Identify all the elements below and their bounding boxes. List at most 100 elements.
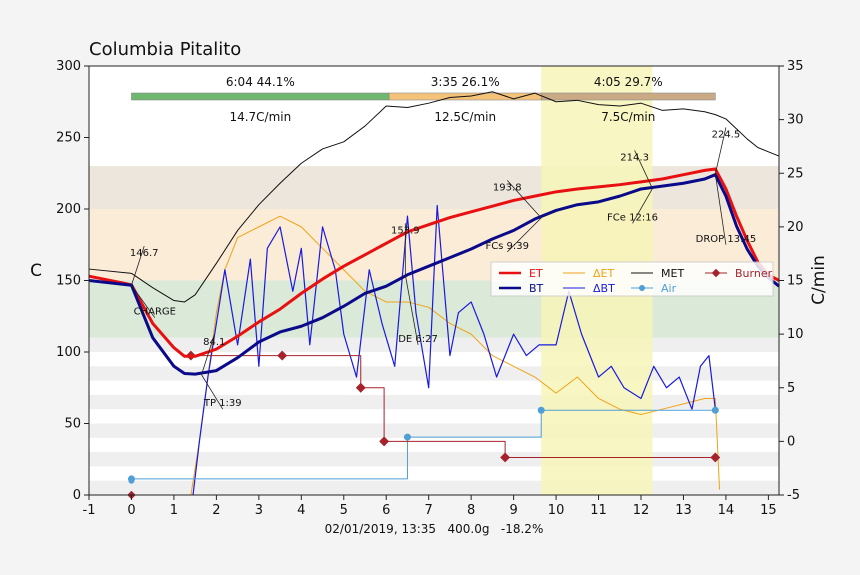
legend-label: ΔET (593, 267, 614, 280)
legend-label: Burner (735, 267, 773, 280)
annotation-label: FCe 12:16 (607, 212, 658, 223)
phase-label-development: 4:05 29.7% (594, 75, 663, 89)
annotation-leader (506, 217, 542, 253)
chart-title: Columbia Pitalito (89, 39, 241, 60)
y2-tick-label: 10 (787, 327, 804, 342)
phase-rate-development: 7.5C/min (601, 110, 655, 124)
burner-marker (355, 382, 366, 393)
x-tick-label: 6 (382, 503, 390, 518)
air-marker (403, 433, 411, 441)
annotation-label: 153.9 (391, 225, 420, 236)
series-delta-et-line (190, 215, 721, 496)
annotation-leader (506, 180, 542, 219)
legend: ET ΔET MET Burner BT ΔBT Air (490, 261, 774, 297)
legend-label: BT (529, 282, 544, 295)
y2-tick-label: 20 (787, 220, 804, 235)
legend-label: Air (661, 282, 677, 295)
x-tick-label: 11 (590, 503, 607, 518)
y-tick-label: 0 (73, 488, 81, 503)
band-band-top (89, 166, 779, 209)
x-tick-label: 8 (467, 503, 475, 518)
y2-tick-label: -5 (787, 488, 800, 503)
series-et-line (88, 167, 780, 358)
legend-label: MET (661, 267, 684, 280)
annotation-label: 193.8 (493, 182, 522, 193)
annotation-label: 224.5 (712, 129, 741, 140)
x-tick-label: 4 (297, 503, 305, 518)
burner-marker (710, 452, 721, 463)
annotation-label: TP 1:39 (203, 398, 242, 409)
series-delta-bt-line (192, 204, 716, 496)
y2-tick-label: 25 (787, 166, 804, 181)
y2-tick-label: 35 (787, 59, 804, 74)
phase-rate-maillard: 12.5C/min (434, 110, 496, 124)
legend-air-marker (639, 285, 645, 291)
annotation-leader (404, 274, 419, 345)
annotation-leader (632, 188, 653, 224)
annotation-leader (201, 334, 215, 375)
x-tick-label: 10 (548, 503, 565, 518)
legend-label: ET (529, 267, 543, 280)
annotation-label: 84.1 (203, 337, 225, 348)
air-marker (537, 406, 545, 414)
y-tick-label: 50 (64, 417, 81, 432)
x-tick-label: 0 (127, 503, 135, 518)
legend-label: ΔBT (593, 282, 615, 295)
annotation-leader (131, 284, 156, 318)
burner-marker (379, 436, 390, 447)
y2-tick-label: 15 (787, 274, 804, 289)
legend-burner-marker (711, 268, 721, 278)
x-tick-label: -1 (83, 503, 96, 518)
annotation-label: FCs 9:39 (485, 241, 529, 252)
y2-tick-label: 5 (787, 381, 795, 396)
x-tick-label: 13 (675, 503, 692, 518)
phase-bar-development (540, 92, 716, 101)
y-tick-label: 300 (56, 59, 81, 74)
stripe (89, 394, 779, 410)
annotation-label: 146.7 (130, 248, 159, 259)
x-tick-label: 7 (425, 503, 433, 518)
x-tick-label: 14 (718, 503, 735, 518)
x-axis-label: 02/01/2019, 13:35 400.0g -18.2% (325, 522, 544, 536)
phase-bar-drying (131, 92, 390, 101)
y-axis-label: C (30, 261, 42, 281)
y2-tick-label: 30 (787, 113, 804, 128)
series-air-line (131, 409, 716, 480)
x-tick-label: 2 (212, 503, 220, 518)
annotation-leader (634, 150, 653, 189)
y-tick-label: 200 (56, 202, 81, 217)
x-tick-label: 12 (633, 503, 650, 518)
x-tick-label: 3 (255, 503, 263, 518)
phase-label-drying: 6:04 44.1% (226, 75, 295, 89)
air-start-marker (128, 477, 135, 484)
series-met-line (88, 91, 780, 303)
phase-label-maillard: 3:35 26.1% (431, 75, 500, 89)
x-tick-label: 5 (340, 503, 348, 518)
stripe (89, 452, 779, 467)
annotation-label: 214.3 (620, 152, 649, 163)
y-tick-label: 250 (56, 131, 81, 146)
legend-box (490, 261, 774, 297)
annotation-label: DE 6:27 (398, 334, 438, 345)
x-tick-label: 15 (760, 503, 777, 518)
annotation-label: DROP 13:45 (696, 234, 757, 245)
plot-area: 6:04 44.1% 14.7C/min 3:35 26.1% 12.5C/min 4:… (56, 59, 803, 518)
x-tick-label: 9 (509, 503, 517, 518)
annotation-label: CHARGE (134, 307, 176, 318)
burner-marker (277, 350, 288, 361)
phase-rate-drying: 14.7C/min (229, 110, 291, 124)
annotation-leader (714, 173, 727, 245)
y2-axis-label: C/min (809, 255, 829, 305)
air-marker (711, 406, 719, 414)
series-burner-line (190, 355, 716, 458)
annotation-leader (201, 374, 224, 410)
y2-tick-label: 0 (787, 434, 795, 449)
annotation-leader (131, 246, 145, 286)
stripe (89, 423, 779, 438)
x-tick-label: 1 (170, 503, 178, 518)
annotation-leader (714, 127, 727, 175)
y-tick-label: 150 (56, 274, 81, 289)
y-tick-label: 100 (56, 345, 81, 360)
burner-marker (500, 452, 511, 463)
